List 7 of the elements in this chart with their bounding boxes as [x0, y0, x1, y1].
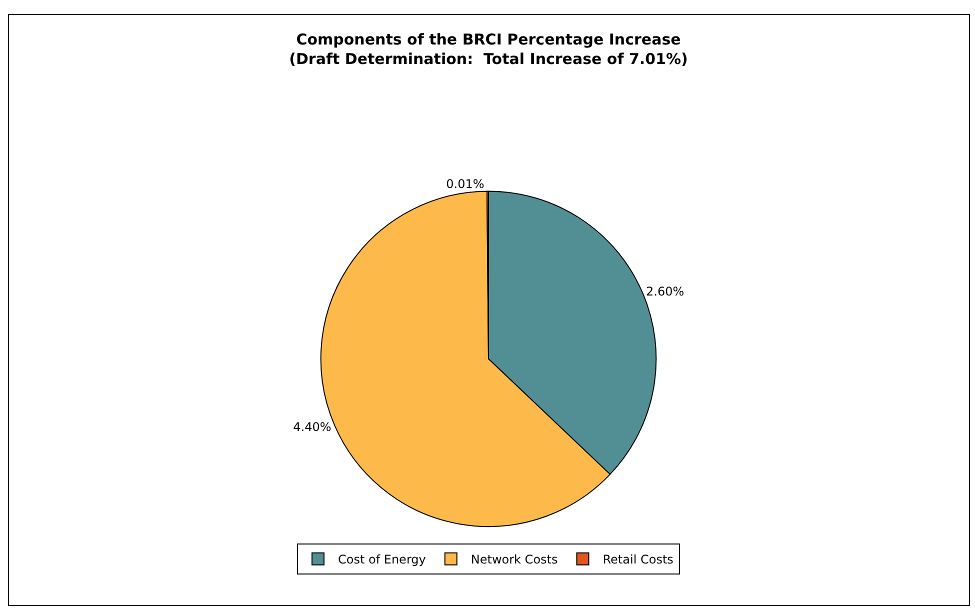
legend-label: Network Costs [470, 552, 558, 567]
data-label: 2.60% [646, 284, 684, 299]
legend-label: Retail Costs [602, 552, 674, 567]
chart-title: Components of the BRCI Percentage Increase (Draft Determination: Total Increase of 7.01%) [289, 30, 688, 68]
data-label: 4.40% [293, 420, 332, 434]
legend-label: Cost of Energy [338, 552, 426, 567]
data-label: 0.01% [446, 177, 484, 192]
